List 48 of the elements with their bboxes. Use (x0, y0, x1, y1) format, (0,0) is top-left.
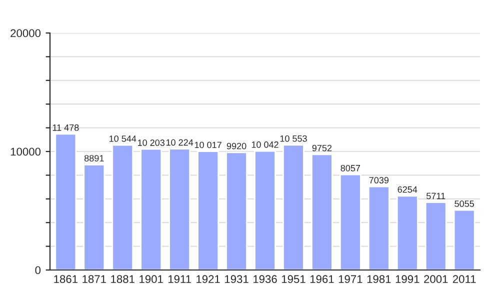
bar (453, 209, 476, 270)
data-label: 10 203 (138, 140, 165, 146)
bar (282, 144, 304, 270)
data-label: 9920 (226, 142, 246, 150)
x-tick-label: 1961 (310, 275, 334, 284)
data-label: 9752 (312, 144, 332, 152)
bar (112, 144, 134, 270)
x-tick-label: 1936 (253, 275, 277, 284)
x-tick-label: 1871 (82, 275, 106, 284)
data-label: 5055 (454, 200, 474, 207)
data-label: 7039 (369, 177, 389, 184)
data-label: 10 224 (166, 139, 194, 146)
data-label: 8057 (340, 164, 360, 172)
bar (311, 154, 333, 270)
x-tick-label: 1901 (140, 275, 163, 284)
x-tick-label: 1981 (367, 275, 391, 284)
x-tick-label: 1921 (196, 275, 220, 284)
bar (83, 164, 106, 270)
data-label: 10 017 (194, 142, 222, 148)
data-label: 10 042 (252, 141, 278, 148)
bar (368, 186, 390, 270)
data-label: 6254 (398, 186, 418, 193)
x-tick-label: 1951 (282, 275, 306, 284)
bar (396, 195, 418, 270)
data-label: 11 478 (52, 124, 79, 131)
bar (168, 148, 191, 270)
x-tick-label: 1861 (54, 275, 78, 284)
x-tick-label: 1911 (168, 275, 191, 284)
y-tick-label: 20000 (10, 29, 41, 38)
x-tick-label: 2011 (452, 275, 476, 284)
bar (54, 133, 77, 270)
bar (197, 150, 219, 270)
bar (226, 152, 248, 270)
data-label: 10 553 (280, 135, 307, 142)
x-tick-label: 2001 (424, 275, 448, 284)
data-label: 10 544 (110, 135, 136, 142)
bar (424, 202, 447, 270)
x-tick-label: 1931 (225, 275, 248, 284)
y-tick-label: 10000 (10, 148, 41, 156)
x-tick-label: 1971 (338, 275, 362, 284)
bar (254, 150, 276, 270)
bar (140, 148, 162, 270)
x-tick-label: 1881 (111, 275, 134, 284)
x-tick-label: 1991 (396, 275, 420, 284)
y-tick-label: 0 (35, 266, 41, 274)
data-label: 5711 (426, 192, 446, 200)
bar (339, 174, 362, 270)
data-label: 8891 (84, 155, 104, 162)
